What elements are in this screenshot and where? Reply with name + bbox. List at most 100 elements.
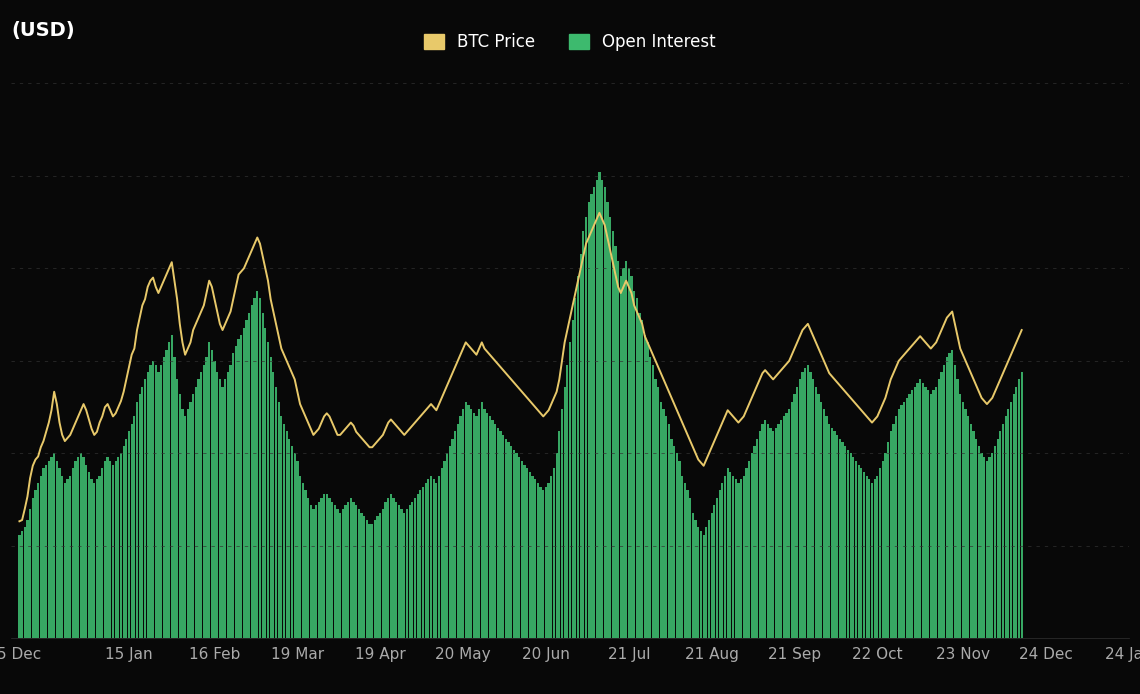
Bar	[117, 457, 120, 638]
Bar	[24, 527, 26, 638]
Bar	[531, 475, 534, 638]
Bar	[171, 335, 173, 638]
Bar	[267, 342, 269, 638]
Bar	[583, 231, 585, 638]
Bar	[628, 269, 630, 638]
Bar	[831, 428, 833, 638]
Bar	[670, 439, 673, 638]
Bar	[764, 420, 766, 638]
Bar	[347, 502, 349, 638]
Bar	[499, 431, 502, 638]
Bar	[225, 380, 227, 638]
Bar	[927, 391, 929, 638]
Bar	[881, 461, 884, 638]
Bar	[323, 494, 325, 638]
Bar	[82, 457, 84, 638]
Bar	[358, 509, 360, 638]
Bar	[869, 480, 871, 638]
Bar	[770, 428, 772, 638]
Bar	[74, 461, 76, 638]
Bar	[473, 413, 475, 638]
Bar	[754, 446, 756, 638]
Bar	[40, 475, 42, 638]
Bar	[307, 498, 309, 638]
Bar	[217, 372, 219, 638]
Bar	[756, 439, 758, 638]
Bar	[470, 409, 472, 638]
Bar	[173, 357, 176, 638]
Bar	[972, 431, 975, 638]
Bar	[889, 431, 891, 638]
Bar	[259, 298, 261, 638]
Bar	[999, 431, 1001, 638]
Bar	[612, 231, 614, 638]
Bar	[355, 505, 357, 638]
Bar	[515, 453, 518, 638]
Bar	[933, 391, 935, 638]
Bar	[187, 409, 189, 638]
Bar	[275, 387, 277, 638]
Bar	[662, 409, 665, 638]
Bar	[828, 424, 830, 638]
Bar	[903, 402, 905, 638]
Bar	[686, 491, 689, 638]
Bar	[825, 416, 828, 638]
Bar	[700, 531, 702, 638]
Bar	[606, 202, 609, 638]
Bar	[905, 398, 907, 638]
Bar	[919, 380, 921, 638]
Bar	[622, 269, 625, 638]
Bar	[537, 483, 539, 638]
Bar	[887, 442, 889, 638]
Bar	[505, 439, 507, 638]
Bar	[120, 453, 122, 638]
Bar	[788, 409, 790, 638]
Bar	[946, 357, 948, 638]
Bar	[467, 405, 470, 638]
Bar	[360, 513, 363, 638]
Bar	[780, 420, 782, 638]
Bar	[766, 424, 768, 638]
Bar	[948, 353, 951, 638]
Bar	[678, 461, 681, 638]
Bar	[986, 461, 988, 638]
Bar	[451, 439, 454, 638]
Bar	[98, 475, 100, 638]
Bar	[994, 446, 996, 638]
Bar	[959, 394, 961, 638]
Bar	[197, 380, 200, 638]
Bar	[459, 416, 462, 638]
Bar	[603, 187, 605, 638]
Bar	[529, 472, 531, 638]
Bar	[420, 491, 422, 638]
Bar	[179, 394, 181, 638]
Bar	[160, 364, 162, 638]
Bar	[404, 513, 406, 638]
Bar	[730, 472, 732, 638]
Bar	[299, 475, 301, 638]
Bar	[614, 246, 617, 638]
Bar	[152, 361, 154, 638]
Bar	[203, 364, 205, 638]
Bar	[930, 394, 933, 638]
Bar	[563, 387, 565, 638]
Bar	[494, 424, 496, 638]
Bar	[571, 320, 573, 638]
Bar	[740, 480, 742, 638]
Bar	[318, 502, 320, 638]
Bar	[625, 261, 627, 638]
Bar	[917, 383, 919, 638]
Bar	[991, 453, 993, 638]
Bar	[815, 387, 817, 638]
Bar	[617, 261, 619, 638]
Bar	[454, 431, 456, 638]
Bar	[796, 387, 798, 638]
Bar	[144, 380, 146, 638]
Bar	[547, 483, 549, 638]
Bar	[593, 187, 595, 638]
Bar	[462, 409, 464, 638]
Bar	[207, 342, 210, 638]
Bar	[812, 380, 814, 638]
Bar	[221, 387, 223, 638]
Bar	[122, 446, 124, 638]
